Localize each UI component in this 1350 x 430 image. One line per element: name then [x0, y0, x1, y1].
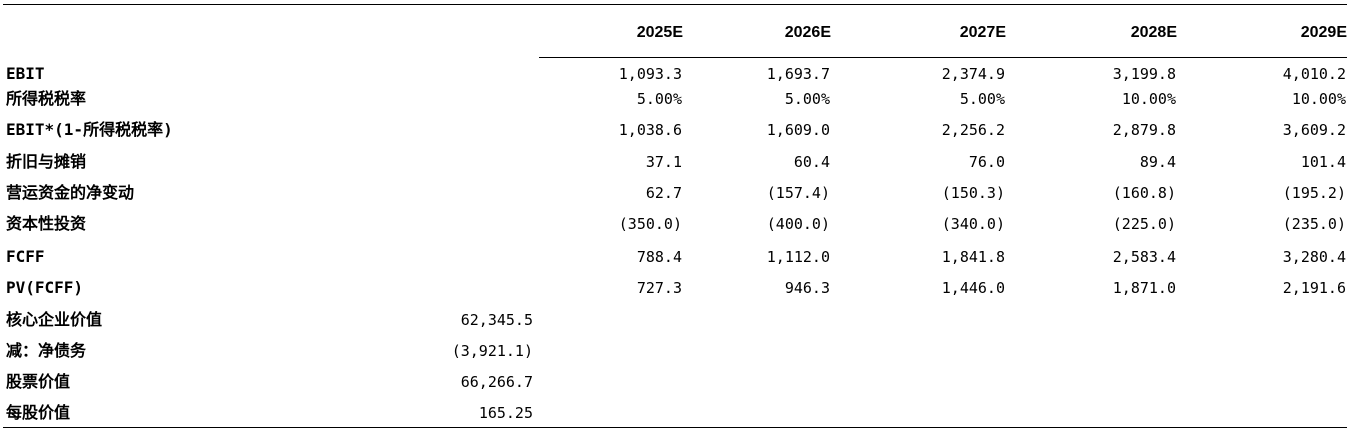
summary-value: 66,266.7: [460, 373, 533, 391]
cell-2027: (150.3): [941, 184, 1005, 202]
year-header-2028: 2028E: [1130, 24, 1177, 41]
header-underline: [539, 57, 1347, 58]
cell-2025: 727.3: [636, 279, 682, 297]
cell-2025: 37.1: [645, 153, 682, 171]
cell-2028: (160.8): [1112, 184, 1176, 202]
summary-label: 股票价值: [6, 372, 71, 391]
cell-2026: 60.4: [793, 153, 830, 171]
cell-2027: 5.00%: [959, 90, 1005, 108]
row-label: 营运资金的净变动: [6, 183, 135, 202]
cell-2028: 10.00%: [1121, 90, 1176, 108]
cell-2029: 2,191.6: [1282, 279, 1346, 297]
cell-2029: (235.0): [1282, 215, 1346, 233]
cell-2027: 76.0: [968, 153, 1005, 171]
cell-2028: (225.0): [1112, 215, 1176, 233]
table-top-rule: [3, 4, 1347, 5]
cell-2025: 788.4: [636, 248, 682, 266]
cell-2029: 4,010.2: [1282, 65, 1346, 83]
table-row-depreciation: 折旧与摊销 37.1 60.4 76.0 89.4 101.4: [3, 150, 1347, 174]
summary-value: 62,345.5: [460, 311, 533, 329]
row-label: EBIT*(1-所得税税率): [6, 120, 173, 139]
cell-2028: 3,199.8: [1112, 65, 1176, 83]
summary-value: (3,921.1): [451, 342, 533, 360]
table-row-tax-rate: 所得税税率 5.00% 5.00% 5.00% 10.00% 10.00%: [3, 87, 1347, 111]
table-bottom-rule: [3, 427, 1347, 428]
cell-2026: (157.4): [766, 184, 830, 202]
table-row-capex: 资本性投资 (350.0) (400.0) (340.0) (225.0) (2…: [3, 212, 1347, 236]
cell-2027: 2,256.2: [941, 121, 1005, 139]
row-label: PV(FCFF): [6, 278, 84, 297]
year-header-2026: 2026E: [784, 24, 831, 41]
cell-2029: 3,609.2: [1282, 121, 1346, 139]
cell-2025: (350.0): [618, 215, 682, 233]
dcf-valuation-table: 2025E 2026E 2027E 2028E 2029E EBIT 1,093…: [3, 0, 1347, 430]
year-header-2025: 2025E: [636, 24, 683, 41]
row-label: 资本性投资: [6, 214, 87, 233]
year-header-2027: 2027E: [959, 24, 1006, 41]
cell-2026: (400.0): [766, 215, 830, 233]
year-header-2029: 2029E: [1300, 24, 1347, 41]
summary-row-net-debt: 减：净债务 (3,921.1): [3, 339, 1347, 363]
row-label: FCFF: [6, 247, 45, 266]
cell-2025: 1,038.6: [618, 121, 682, 139]
summary-label: 减：净债务: [6, 341, 87, 360]
cell-2027: 1,841.8: [941, 248, 1005, 266]
cell-2026: 946.3: [784, 279, 830, 297]
cell-2028: 1,871.0: [1112, 279, 1176, 297]
row-label: 所得税税率: [6, 89, 87, 108]
table-row-pv-fcff: PV(FCFF) 727.3 946.3 1,446.0 1,871.0 2,1…: [3, 276, 1347, 300]
table-row-working-capital: 营运资金的净变动 62.7 (157.4) (150.3) (160.8) (1…: [3, 181, 1347, 205]
table-row-nopat: EBIT*(1-所得税税率) 1,038.6 1,609.0 2,256.2 2…: [3, 118, 1347, 142]
row-label: EBIT: [6, 64, 45, 83]
cell-2025: 1,093.3: [618, 65, 682, 83]
summary-row-equity-value: 股票价值 66,266.7: [3, 370, 1347, 394]
cell-2028: 89.4: [1139, 153, 1176, 171]
cell-2029: 101.4: [1300, 153, 1346, 171]
table-row-ebit: EBIT 1,093.3 1,693.7 2,374.9 3,199.8 4,0…: [3, 62, 1347, 86]
summary-row-per-share-value: 每股价值 165.25: [3, 401, 1347, 425]
cell-2028: 2,583.4: [1112, 248, 1176, 266]
summary-label: 核心企业价值: [6, 310, 103, 329]
cell-2025: 5.00%: [636, 90, 682, 108]
table-row-fcff: FCFF 788.4 1,112.0 1,841.8 2,583.4 3,280…: [3, 245, 1347, 269]
summary-row-enterprise-value: 核心企业价值 62,345.5: [3, 308, 1347, 332]
cell-2026: 1,693.7: [766, 65, 830, 83]
cell-2025: 62.7: [645, 184, 682, 202]
cell-2027: 2,374.9: [941, 65, 1005, 83]
summary-value: 165.25: [478, 404, 533, 422]
summary-label: 每股价值: [6, 403, 71, 422]
cell-2029: 3,280.4: [1282, 248, 1346, 266]
cell-2026: 5.00%: [784, 90, 830, 108]
cell-2028: 2,879.8: [1112, 121, 1176, 139]
cell-2029: 10.00%: [1291, 90, 1346, 108]
cell-2027: 1,446.0: [941, 279, 1005, 297]
row-label: 折旧与摊销: [6, 152, 87, 171]
cell-2026: 1,609.0: [766, 121, 830, 139]
cell-2026: 1,112.0: [766, 248, 830, 266]
cell-2027: (340.0): [941, 215, 1005, 233]
cell-2029: (195.2): [1282, 184, 1346, 202]
